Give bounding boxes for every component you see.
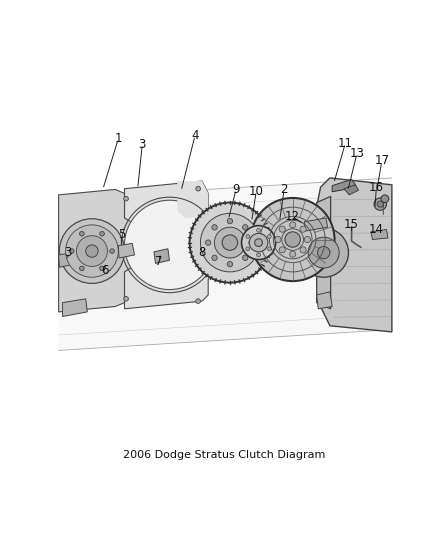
Polygon shape (317, 196, 331, 309)
Circle shape (275, 237, 281, 243)
Text: 17: 17 (374, 155, 389, 167)
Text: 12: 12 (284, 210, 300, 223)
Circle shape (251, 198, 335, 281)
Polygon shape (59, 253, 74, 267)
Text: 4: 4 (191, 129, 199, 142)
Circle shape (381, 195, 389, 203)
Circle shape (212, 225, 217, 230)
Circle shape (249, 233, 268, 252)
Text: 14: 14 (369, 223, 384, 236)
Circle shape (279, 247, 286, 253)
Circle shape (246, 247, 250, 251)
Circle shape (66, 225, 118, 277)
Circle shape (285, 232, 300, 247)
Circle shape (300, 247, 306, 253)
Text: 3: 3 (139, 138, 146, 150)
Text: 9: 9 (232, 183, 240, 196)
Circle shape (201, 213, 259, 272)
Circle shape (290, 251, 296, 257)
Polygon shape (59, 178, 392, 350)
Text: 6: 6 (101, 264, 109, 277)
Polygon shape (317, 178, 392, 332)
Text: 13: 13 (350, 147, 364, 160)
Circle shape (255, 239, 262, 246)
Polygon shape (63, 299, 87, 317)
Polygon shape (198, 243, 214, 257)
Text: 1: 1 (115, 132, 122, 145)
Text: 15: 15 (344, 217, 359, 231)
Circle shape (246, 235, 250, 238)
Polygon shape (344, 185, 359, 195)
Polygon shape (332, 180, 356, 192)
Circle shape (124, 296, 128, 301)
Circle shape (243, 255, 248, 261)
Circle shape (80, 266, 84, 271)
Circle shape (205, 240, 211, 245)
Circle shape (377, 201, 383, 207)
Circle shape (257, 228, 261, 232)
Circle shape (318, 246, 330, 259)
Circle shape (110, 249, 114, 253)
Circle shape (214, 227, 245, 258)
Circle shape (70, 249, 74, 253)
Circle shape (243, 225, 248, 230)
Circle shape (227, 262, 233, 267)
Circle shape (374, 198, 386, 210)
Text: 2006 Dodge Stratus Clutch Diagram: 2006 Dodge Stratus Clutch Diagram (123, 450, 326, 460)
Circle shape (257, 253, 261, 257)
Polygon shape (59, 189, 131, 312)
Polygon shape (124, 181, 212, 309)
Circle shape (100, 266, 104, 271)
Circle shape (222, 235, 238, 251)
Text: 16: 16 (369, 181, 384, 193)
Circle shape (241, 225, 276, 260)
Circle shape (80, 231, 84, 236)
Polygon shape (95, 260, 110, 273)
Polygon shape (304, 218, 328, 231)
Polygon shape (177, 181, 208, 218)
Circle shape (124, 200, 214, 289)
Circle shape (304, 237, 311, 243)
Circle shape (196, 299, 201, 303)
Circle shape (300, 226, 306, 232)
Circle shape (196, 187, 201, 191)
Circle shape (190, 203, 270, 282)
Circle shape (86, 245, 98, 257)
Text: 10: 10 (249, 184, 264, 198)
Text: 8: 8 (198, 246, 206, 259)
Circle shape (279, 226, 286, 232)
Circle shape (249, 240, 254, 245)
Text: 5: 5 (118, 229, 125, 241)
Text: 3: 3 (64, 246, 71, 259)
Polygon shape (154, 249, 170, 263)
Circle shape (212, 255, 217, 261)
Circle shape (290, 222, 296, 228)
Circle shape (227, 219, 233, 224)
Polygon shape (118, 244, 134, 258)
Circle shape (299, 228, 349, 277)
Text: 7: 7 (155, 255, 162, 268)
Polygon shape (371, 230, 388, 239)
Circle shape (60, 219, 124, 284)
Circle shape (267, 247, 271, 251)
Text: 2: 2 (280, 183, 288, 196)
Circle shape (308, 237, 339, 268)
Text: 11: 11 (338, 137, 353, 150)
Circle shape (100, 231, 104, 236)
Circle shape (267, 235, 271, 238)
Circle shape (77, 236, 107, 266)
Polygon shape (317, 292, 332, 309)
Circle shape (124, 196, 128, 201)
